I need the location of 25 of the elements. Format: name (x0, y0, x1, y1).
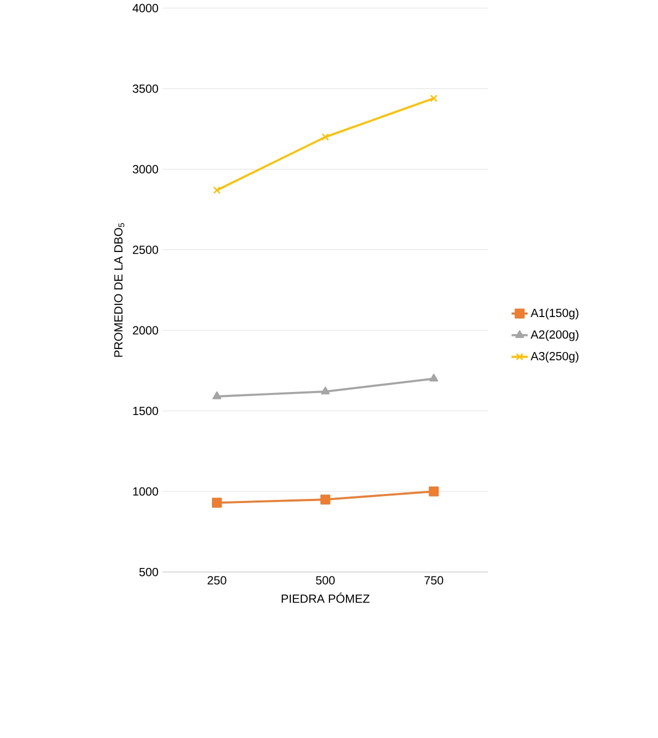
point (212, 391, 222, 400)
y-tick-label: 1000 (133, 487, 158, 496)
point (429, 374, 438, 382)
y-tick-label: 2000 (132, 326, 158, 335)
y-axis-title: PROMEDIO DE LA DBO$_{5}$ (114, 223, 124, 357)
point (212, 498, 222, 508)
x-axis-title: PIEDRA PÓMEZ (282, 592, 370, 603)
point (320, 386, 330, 394)
y-tick-label: 3000 (132, 165, 158, 174)
point (213, 186, 220, 194)
y-tick-label: 3500 (132, 84, 158, 93)
x-tick-label: 750 (424, 576, 444, 584)
y-tick-label: 2500 (132, 246, 158, 254)
legend-label: A2(200g) (530, 330, 578, 342)
y-tick-label: 500 (139, 568, 158, 576)
legend-label: A1(150g) (530, 308, 578, 320)
point (428, 486, 439, 496)
y-tick-label: 4000 (132, 4, 158, 12)
point (320, 494, 330, 504)
x-tick-label: 250 (208, 576, 226, 584)
point (430, 94, 438, 102)
legend-label: A3(250g) (530, 352, 578, 363)
x-tick-label: 500 (316, 576, 335, 584)
point (322, 133, 329, 141)
y-tick-label: 1500 (133, 406, 158, 416)
